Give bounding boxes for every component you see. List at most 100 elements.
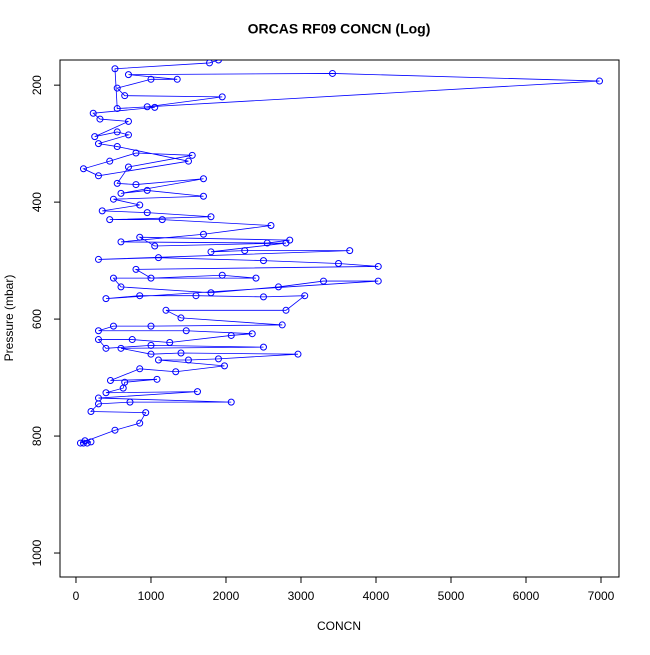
- data-point: [132, 149, 140, 157]
- data-point: [177, 349, 185, 357]
- chart-title: ORCAS RF09 CONCN (Log): [248, 21, 431, 37]
- x-tick-label: 4000: [363, 589, 390, 603]
- y-tick-label: 200: [30, 75, 44, 95]
- data-point: [136, 201, 144, 209]
- data-point: [106, 157, 114, 165]
- data-point: [142, 409, 150, 417]
- data-point: [346, 247, 354, 255]
- x-axis-label: CONCN: [317, 619, 361, 633]
- data-point: [94, 394, 102, 402]
- data-point: [124, 117, 132, 125]
- data-point: [259, 257, 267, 265]
- data-point: [199, 175, 207, 183]
- data-point: [184, 157, 192, 165]
- data-point: [207, 289, 215, 297]
- data-point: [259, 343, 267, 351]
- data-point: [278, 321, 286, 329]
- data-point: [113, 84, 121, 92]
- data-point: [177, 314, 185, 322]
- data-point: [89, 109, 97, 117]
- data-point: [319, 277, 327, 285]
- data-point: [227, 398, 235, 406]
- data-point: [374, 262, 382, 270]
- data-point: [220, 362, 228, 370]
- y-tick-label: 600: [30, 309, 44, 329]
- data-point: [301, 292, 309, 300]
- data-point: [166, 338, 174, 346]
- y-axis-label: Pressure (mbar): [2, 275, 16, 362]
- data-point: [147, 274, 155, 282]
- data-point: [259, 293, 267, 301]
- data-point: [248, 330, 256, 338]
- x-tick-label: 7000: [588, 589, 615, 603]
- data-point: [136, 292, 144, 300]
- data-point: [76, 439, 84, 447]
- data-point: [106, 376, 114, 384]
- data-point: [126, 398, 134, 406]
- data-point: [218, 271, 226, 279]
- data-point: [147, 322, 155, 330]
- data-point: [252, 274, 260, 282]
- data-point: [147, 350, 155, 358]
- data-point: [83, 439, 91, 447]
- data-point: [199, 230, 207, 238]
- data-point: [121, 378, 129, 386]
- data-point: [182, 327, 190, 335]
- data-point: [117, 283, 125, 291]
- data-point: [109, 274, 117, 282]
- data-point: [113, 179, 121, 187]
- data-point: [111, 65, 119, 73]
- data-point: [151, 103, 159, 111]
- data-point: [286, 236, 294, 244]
- data-point: [87, 407, 95, 415]
- data-point: [117, 189, 125, 197]
- data-point: [274, 283, 282, 291]
- data-point: [102, 295, 110, 303]
- y-tick-label: 800: [30, 426, 44, 446]
- data-point: [121, 92, 129, 100]
- data-point: [207, 213, 215, 221]
- data-point: [147, 341, 155, 349]
- data-point: [173, 75, 181, 83]
- data-point: [154, 254, 162, 262]
- data-point: [158, 216, 166, 224]
- data-point: [172, 368, 180, 376]
- x-tick-label: 6000: [513, 589, 540, 603]
- data-point: [117, 344, 125, 352]
- data-point: [109, 322, 117, 330]
- data-point: [102, 344, 110, 352]
- x-tick-label: 3000: [288, 589, 315, 603]
- data-point: [94, 327, 102, 335]
- data-point: [192, 292, 200, 300]
- data-point: [117, 238, 125, 246]
- data-point: [218, 93, 226, 101]
- data-point: [328, 69, 336, 77]
- data-point: [147, 75, 155, 83]
- data-point: [154, 356, 162, 364]
- plot-area: [76, 60, 603, 447]
- x-tick-label: 2000: [213, 589, 240, 603]
- data-point: [106, 216, 114, 224]
- data-point: [188, 151, 196, 159]
- data-point: [113, 128, 121, 136]
- data-point: [132, 181, 140, 189]
- data-point: [124, 163, 132, 171]
- data-point: [102, 389, 110, 397]
- data-point: [94, 255, 102, 263]
- data-point: [136, 233, 144, 241]
- data-point: [128, 336, 136, 344]
- data-point: [153, 375, 161, 383]
- y-tick-label: 1000: [30, 539, 44, 566]
- x-tick-label: 0: [73, 589, 80, 603]
- data-point: [214, 355, 222, 363]
- data-point: [91, 133, 99, 141]
- data-point: [124, 71, 132, 79]
- data-point: [143, 209, 151, 217]
- data-point: [241, 247, 249, 255]
- data-point: [98, 207, 106, 215]
- data-point: [267, 222, 275, 230]
- data-point: [124, 131, 132, 139]
- data-point: [162, 306, 170, 314]
- data-point: [199, 192, 207, 200]
- data-point: [96, 115, 104, 123]
